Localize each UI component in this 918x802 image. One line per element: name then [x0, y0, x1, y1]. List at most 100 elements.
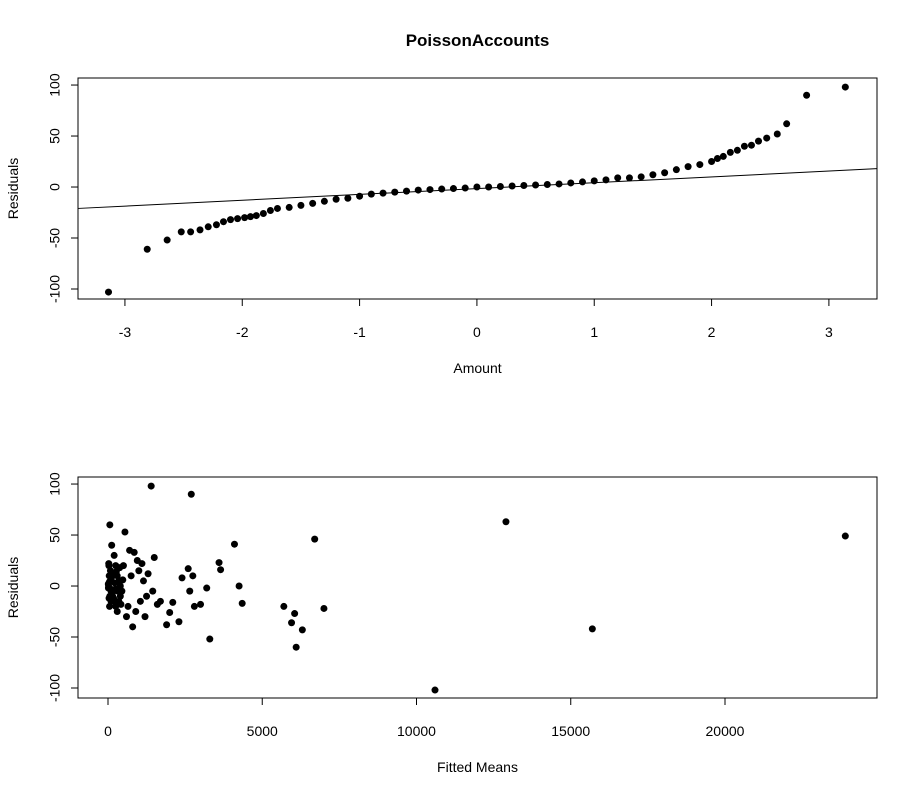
point [238, 599, 246, 607]
point [496, 183, 504, 191]
point [713, 154, 721, 162]
point [178, 574, 186, 582]
point [344, 194, 352, 202]
point [543, 180, 551, 188]
point [187, 490, 195, 498]
point [783, 120, 791, 128]
point [285, 203, 293, 211]
point [163, 236, 171, 244]
point [841, 83, 849, 91]
point [130, 548, 138, 556]
point [122, 613, 130, 621]
point [841, 532, 849, 540]
point [311, 535, 319, 543]
x-tick-label: -2 [236, 324, 249, 340]
point [111, 579, 119, 587]
point [186, 587, 194, 595]
point [121, 528, 129, 536]
point [763, 134, 771, 142]
point [203, 584, 211, 592]
point [649, 171, 657, 179]
point [127, 572, 135, 580]
point [473, 183, 481, 191]
point [106, 521, 114, 529]
point [141, 613, 149, 621]
y-tick-label: 0 [47, 183, 63, 191]
point [230, 540, 238, 548]
point [588, 625, 596, 633]
point [234, 215, 242, 223]
point [149, 587, 157, 595]
x-tick-label: 15000 [551, 723, 590, 739]
point [298, 626, 306, 634]
point [309, 199, 317, 207]
y-axis-label: Residuals [5, 557, 21, 618]
x-axis-label: Amount [453, 360, 501, 376]
point [520, 181, 528, 189]
plot-frame [77, 77, 878, 300]
point [684, 163, 692, 171]
point [320, 197, 328, 205]
y-axis-label: Residuals [5, 158, 21, 219]
point [105, 560, 113, 568]
point [672, 166, 680, 174]
point [227, 216, 235, 224]
point [508, 182, 516, 190]
point [259, 210, 267, 218]
point [106, 602, 114, 610]
point [280, 602, 288, 610]
point [426, 186, 434, 194]
point [147, 482, 155, 490]
point [215, 559, 223, 567]
point [206, 635, 214, 643]
y-tick-label: 50 [47, 128, 63, 144]
point [252, 212, 260, 220]
point [187, 228, 195, 236]
point [190, 602, 198, 610]
point [166, 609, 174, 617]
point [332, 195, 340, 203]
plot-frame [77, 476, 878, 699]
point [196, 226, 204, 234]
point [136, 597, 144, 605]
point [132, 608, 140, 616]
point [143, 245, 151, 253]
x-tick-label: 3 [825, 324, 833, 340]
chart-title: PoissonAccounts [406, 31, 550, 50]
point [124, 602, 132, 610]
point [104, 584, 112, 592]
x-axis-label: Fitted Means [437, 759, 518, 775]
point [189, 572, 197, 580]
point [119, 576, 127, 584]
point [614, 174, 622, 182]
point [637, 173, 645, 181]
y-tick-label: 100 [47, 73, 63, 97]
point [367, 190, 375, 198]
point [438, 185, 446, 193]
point [117, 600, 125, 608]
point [138, 560, 146, 568]
point [163, 621, 171, 629]
point [217, 566, 225, 574]
y-tick-label: 50 [47, 527, 63, 543]
point [555, 180, 563, 188]
point [803, 91, 811, 99]
point [579, 178, 587, 186]
x-tick-label: 1 [590, 324, 598, 340]
point [356, 192, 364, 200]
point [197, 600, 205, 608]
point [105, 594, 113, 602]
point [590, 177, 598, 185]
point [175, 618, 183, 626]
point [266, 206, 274, 214]
y-tick-label: -100 [47, 674, 63, 702]
point [116, 564, 124, 572]
point [291, 610, 299, 618]
y-tick-label: -100 [47, 275, 63, 303]
point [320, 604, 328, 612]
point [414, 186, 422, 194]
point [129, 623, 137, 631]
point [726, 148, 734, 156]
x-tick-label: 20000 [706, 723, 745, 739]
point [661, 169, 669, 177]
